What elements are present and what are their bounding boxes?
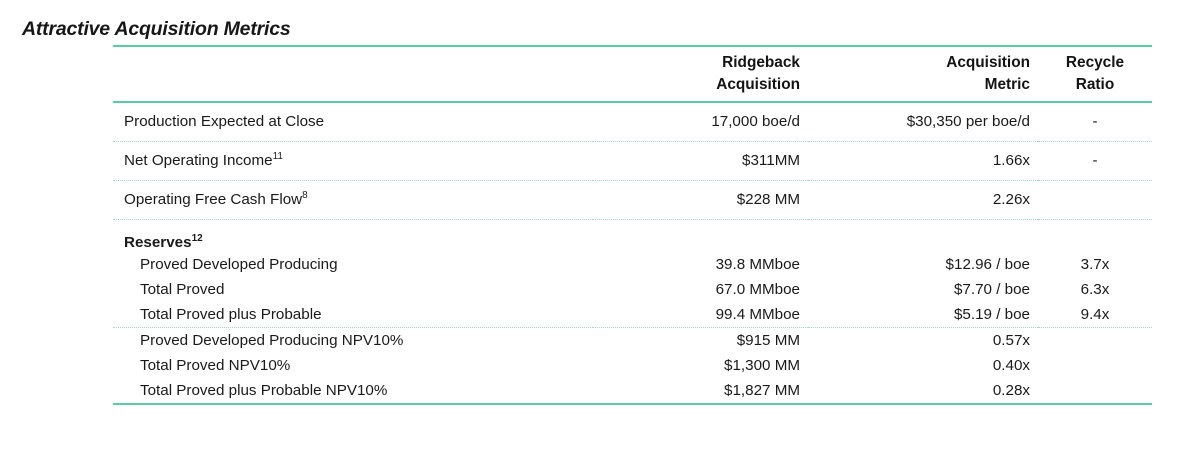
table-header-row: Ridgeback Acquisition Acquisition Metric… <box>113 46 1152 102</box>
cell-acquisition-metric: $7.70 / boe <box>953 280 1030 298</box>
table-row: Proved Developed Producing 39.8 MMboe $1… <box>113 252 1152 277</box>
row-label: Total Proved plus Probable <box>140 305 322 323</box>
acquisition-metrics-table: Ridgeback Acquisition Acquisition Metric… <box>113 45 1152 405</box>
table-row: Total Proved plus Probable NPV10% $1,827… <box>113 378 1152 404</box>
table-row: Total Proved 67.0 MMboe $7.70 / boe 6.3x <box>113 277 1152 302</box>
row-label: Operating Free Cash Flow8 <box>113 180 593 219</box>
footnote-marker: 11 <box>272 151 283 163</box>
cell-ridgeback-acquisition: $1,300 MM <box>724 356 800 374</box>
page-title: Attractive Acquisition Metrics <box>22 18 291 40</box>
cell-acquisition-metric: $5.19 / boe <box>953 305 1030 323</box>
cell-empty <box>808 219 1038 252</box>
footnote-marker: 8 <box>302 190 308 202</box>
cell-ridgeback-acquisition: 67.0 MMboe <box>715 280 800 298</box>
cell-recycle-ratio: 3.7x <box>1080 255 1110 273</box>
cell-ridgeback-acquisition: 99.4 MMboe <box>715 305 800 323</box>
cell-empty <box>593 219 808 252</box>
table-body: Production Expected at Close 17,000 boe/… <box>113 102 1152 404</box>
cell-ridgeback-acquisition: $228 MM <box>736 191 800 209</box>
row-label: Net Operating Income11 <box>113 141 593 180</box>
cell-recycle-ratio <box>1038 353 1152 378</box>
cell-acquisition-metric: 0.57x <box>992 331 1030 349</box>
table-row: Net Operating Income11 $311MM 1.66x - <box>113 141 1152 181</box>
cell-recycle-ratio <box>1038 180 1152 219</box>
cell-acquisition-metric: 0.40x <box>992 356 1030 374</box>
cell-acquisition-metric: 0.28x <box>992 381 1030 399</box>
column-header-line1: Recycle <box>1065 54 1125 71</box>
column-header-acquisition-metric: Acquisition Metric <box>808 46 1038 102</box>
footnote-marker: 12 <box>191 232 203 244</box>
table-group-heading-row: Reserves12 <box>113 219 1152 252</box>
cell-ridgeback-acquisition: $311MM <box>742 152 800 170</box>
cell-empty <box>1038 219 1152 252</box>
cell-recycle-ratio <box>1038 327 1152 353</box>
column-header-line2: Acquisition <box>716 75 800 93</box>
row-label-text: Net Operating Income <box>124 152 273 170</box>
table-row: Operating Free Cash Flow8 $228 MM 2.26x <box>113 180 1152 220</box>
column-header-label <box>113 46 593 102</box>
group-heading: Reserves12 <box>113 219 593 252</box>
column-header-line2: Metric <box>984 75 1030 93</box>
row-label: Production Expected at Close <box>113 102 593 142</box>
table-row: Total Proved NPV10% $1,300 MM 0.40x <box>113 353 1152 378</box>
cell-acquisition-metric: $30,350 per boe/d <box>906 113 1030 131</box>
row-label-text: Operating Free Cash Flow <box>124 191 303 209</box>
row-label: Total Proved NPV10% <box>140 356 291 374</box>
cell-recycle-ratio: - <box>1092 152 1098 170</box>
row-label: Total Proved plus Probable NPV10% <box>140 381 388 399</box>
cell-acquisition-metric: $12.96 / boe <box>945 255 1030 273</box>
cell-recycle-ratio: - <box>1092 113 1098 131</box>
group-heading-text: Reserves <box>124 233 192 251</box>
cell-ridgeback-acquisition: $915 MM <box>736 331 800 349</box>
cell-ridgeback-acquisition: 39.8 MMboe <box>715 255 800 273</box>
row-label: Proved Developed Producing NPV10% <box>140 331 404 349</box>
row-label: Proved Developed Producing <box>140 255 338 273</box>
table-row: Total Proved plus Probable 99.4 MMboe $5… <box>113 302 1152 328</box>
cell-acquisition-metric: 2.26x <box>992 191 1030 209</box>
cell-acquisition-metric: 1.66x <box>992 152 1030 170</box>
table-row: Production Expected at Close 17,000 boe/… <box>113 102 1152 142</box>
metrics-table-container: Ridgeback Acquisition Acquisition Metric… <box>113 45 1152 405</box>
table-row: Proved Developed Producing NPV10% $915 M… <box>113 327 1152 353</box>
cell-ridgeback-acquisition: 17,000 boe/d <box>711 113 800 131</box>
row-label-text: Production Expected at Close <box>124 113 325 131</box>
table-header: Ridgeback Acquisition Acquisition Metric… <box>113 46 1152 102</box>
column-header-recycle-ratio: Recycle Ratio <box>1038 46 1152 102</box>
cell-ridgeback-acquisition: $1,827 MM <box>724 381 800 399</box>
cell-recycle-ratio: 9.4x <box>1080 305 1110 323</box>
column-header-line1: Ridgeback <box>722 54 800 71</box>
column-header-line1: Acquisition <box>946 54 1030 71</box>
column-header-ridgeback-acquisition: Ridgeback Acquisition <box>593 46 808 102</box>
cell-recycle-ratio <box>1038 378 1152 404</box>
cell-recycle-ratio: 6.3x <box>1080 280 1110 298</box>
row-label: Total Proved <box>140 280 225 298</box>
column-header-line2: Ratio <box>1075 75 1115 93</box>
